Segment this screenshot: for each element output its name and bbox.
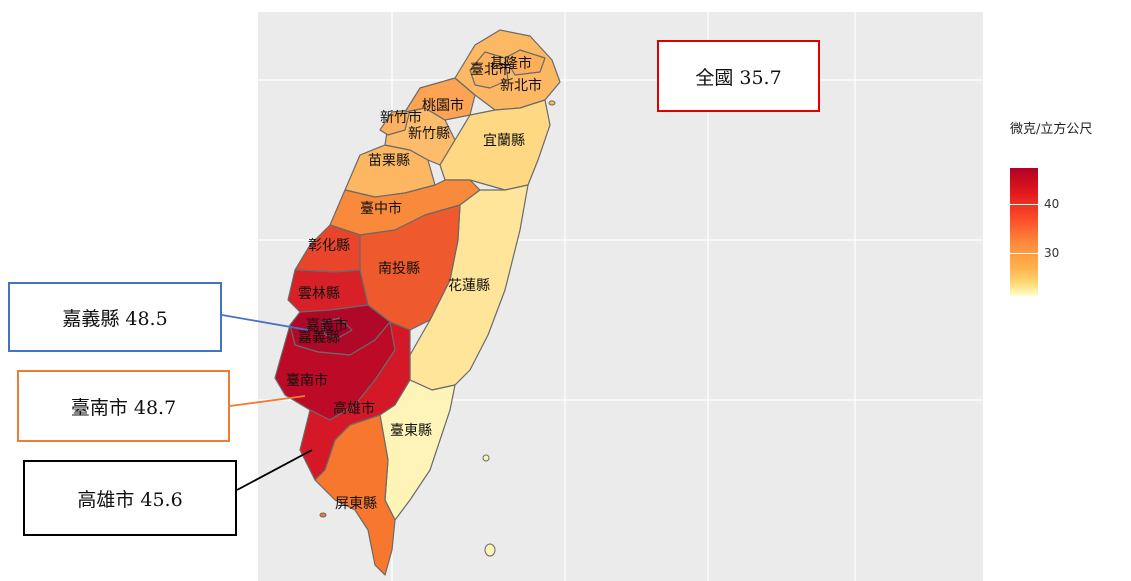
label-chiayi-county: 嘉義縣 bbox=[298, 329, 340, 346]
chiayi-county-callout-label: 嘉義縣 48.5 bbox=[62, 307, 168, 330]
small-islands bbox=[319, 100, 556, 557]
label-hualien: 花蓮縣 bbox=[448, 278, 490, 294]
tainan-connector bbox=[229, 395, 306, 407]
region-taoyuan bbox=[404, 77, 476, 121]
label-taichung: 臺中市 bbox=[360, 200, 402, 217]
chiayi-county-callout: 嘉義縣 48.5 bbox=[8, 282, 222, 352]
label-new-taipei: 新北市 bbox=[500, 77, 542, 94]
kaohsiung-callout: 高雄市 45.6 bbox=[23, 460, 237, 536]
region-taipei bbox=[469, 51, 509, 89]
tainan-callout: 臺南市 48.7 bbox=[17, 370, 230, 442]
label-yilan: 宜蘭縣 bbox=[483, 133, 525, 149]
national-average-box: 全國 35.7 bbox=[657, 40, 820, 112]
national-average-label: 全國 35.7 bbox=[695, 66, 782, 89]
label-changhua: 彰化縣 bbox=[308, 237, 350, 254]
label-hsinchu-county: 新竹縣 bbox=[408, 126, 450, 142]
legend-tick-40: 40 bbox=[1044, 197, 1060, 211]
tainan-callout-label: 臺南市 48.7 bbox=[70, 396, 177, 419]
region-pingtung bbox=[314, 414, 396, 576]
label-keelung: 基隆市 bbox=[490, 55, 532, 72]
label-pingtung: 屏東縣 bbox=[335, 496, 377, 512]
region-keelung bbox=[504, 49, 546, 76]
label-taipei: 臺北市 bbox=[470, 61, 512, 78]
label-yunlin: 雲林縣 bbox=[298, 286, 340, 302]
kaohsiung-connector bbox=[236, 449, 313, 491]
label-taoyuan: 桃園市 bbox=[422, 97, 464, 114]
region-new-taipei bbox=[454, 29, 561, 111]
label-hsinchu-city: 新竹市 bbox=[380, 109, 422, 126]
legend-title: 微克/立方公尺 bbox=[1010, 122, 1093, 137]
chiayi-connector bbox=[221, 314, 309, 331]
label-nantou: 南投縣 bbox=[378, 261, 420, 277]
label-chiayi-city: 嘉義市 bbox=[306, 317, 348, 334]
region-hsinchu-city bbox=[379, 109, 411, 136]
label-kaohsiung: 高雄市 bbox=[333, 400, 375, 417]
label-tainan: 臺南市 bbox=[286, 372, 328, 389]
label-miaoli: 苗栗縣 bbox=[368, 153, 410, 169]
legend-tickmark-40 bbox=[1010, 204, 1038, 205]
legend-colorbar bbox=[1010, 168, 1038, 296]
legend-tick-30: 30 bbox=[1044, 246, 1060, 260]
label-taitung: 臺東縣 bbox=[390, 423, 432, 439]
kaohsiung-callout-label: 高雄市 45.6 bbox=[77, 488, 183, 511]
region-chiayi-city bbox=[321, 317, 353, 339]
legend-tickmark-30 bbox=[1010, 253, 1038, 254]
